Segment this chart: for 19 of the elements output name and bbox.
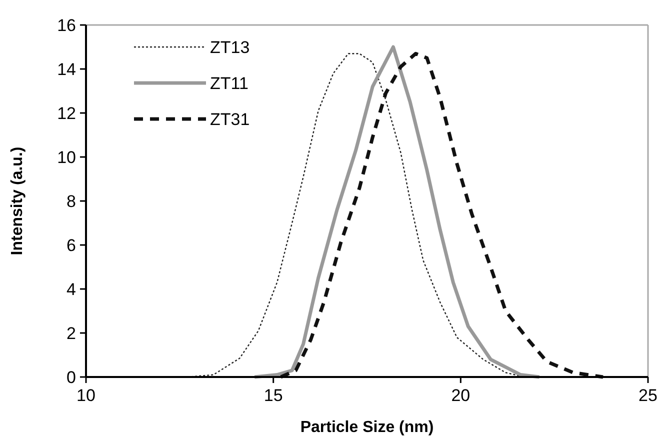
y-tick-label: 12 [57, 104, 76, 123]
x-tick-label: 20 [451, 386, 470, 405]
x-axis-title: Particle Size (nm) [300, 419, 434, 436]
y-tick-label: 16 [57, 16, 76, 35]
y-axis-title: Intensity (a.u.) [9, 146, 26, 256]
y-tick-label: 4 [66, 280, 76, 299]
x-tick-label: 15 [264, 386, 283, 405]
y-tick-label: 8 [66, 192, 76, 211]
y-tick-label: 10 [57, 148, 76, 167]
x-tick-label: 25 [638, 386, 658, 405]
y-tick-label: 14 [57, 60, 76, 79]
line-series [252, 45, 542, 379]
legend-label: ZT31 [210, 110, 250, 129]
y-tick-label: 2 [66, 324, 76, 343]
line-series [279, 52, 605, 379]
y-tick-label: 0 [66, 368, 76, 387]
legend-label: ZT13 [210, 38, 250, 57]
legend-label: ZT11 [210, 74, 248, 93]
y-tick-label: 6 [66, 236, 76, 255]
